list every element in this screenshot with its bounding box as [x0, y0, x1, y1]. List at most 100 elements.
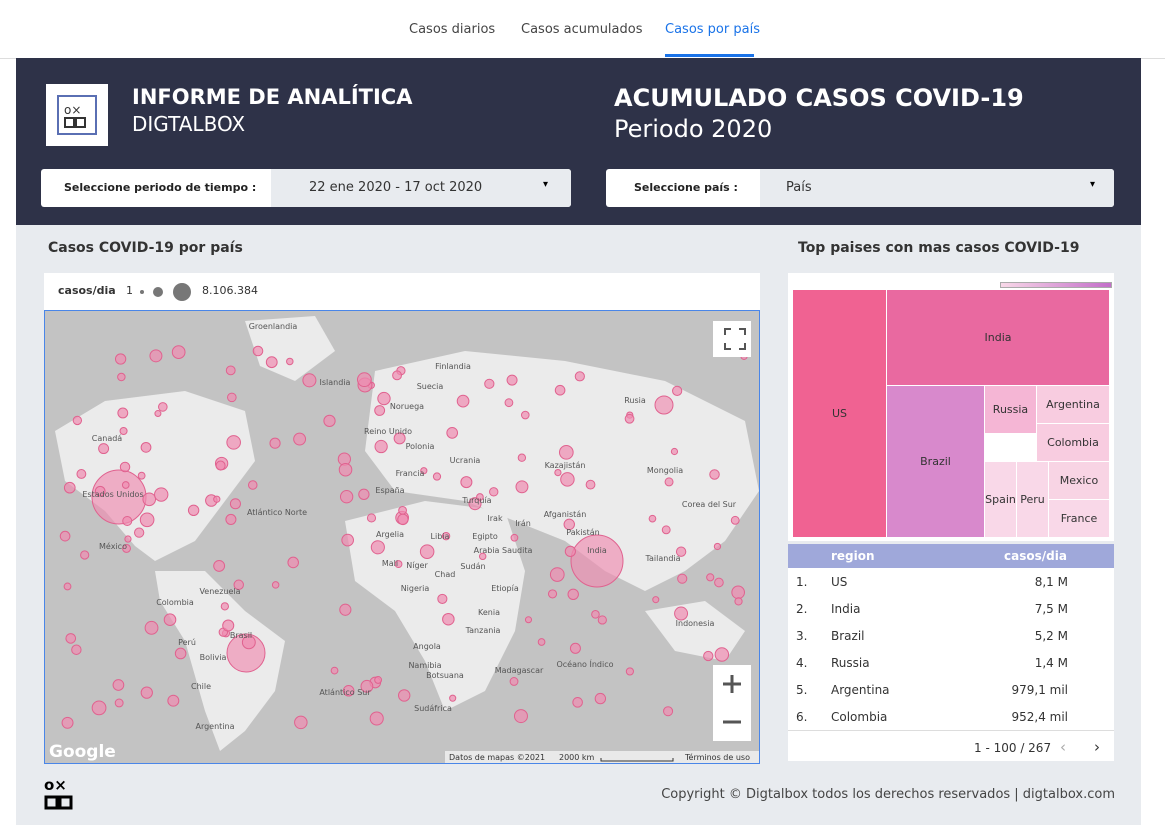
bubble — [674, 606, 689, 621]
bubble — [137, 471, 146, 480]
map-label: México — [99, 541, 127, 551]
bubble — [547, 589, 558, 599]
treemap-cell[interactable]: Spain — [984, 461, 1017, 538]
bubble — [569, 642, 581, 654]
treemap-cell[interactable]: US — [792, 289, 887, 538]
bubble — [356, 372, 372, 388]
bubble — [567, 588, 579, 601]
bubble — [709, 469, 720, 480]
footer-logo: o× — [44, 778, 73, 810]
row-index: 3. — [796, 629, 808, 643]
logo: o× — [46, 84, 108, 146]
tab-active[interactable]: Casos por país — [665, 22, 760, 37]
map-label: Kenia — [478, 608, 500, 617]
bubble — [71, 644, 82, 655]
map-label: Namibia — [408, 661, 441, 670]
treemap-cell[interactable]: Colombia — [1036, 423, 1110, 462]
bubble — [563, 518, 575, 531]
map-label: Argelia — [376, 530, 404, 539]
treemap-cell[interactable]: Peru — [1016, 461, 1049, 538]
treemap-label: Brazil — [920, 455, 951, 468]
bubble — [227, 392, 237, 403]
map[interactable]: Groenlandia Islandia Finlandia Suecia Norueg… — [44, 310, 760, 764]
color-scale — [1000, 282, 1112, 288]
row-region: India — [831, 602, 861, 616]
map-legend: casos/dia 1 8.106.384 — [44, 273, 760, 310]
row-value: 952,4 mil — [1011, 710, 1068, 724]
bubble — [484, 378, 495, 389]
treemap-cell[interactable]: India — [886, 289, 1110, 386]
bubble — [149, 349, 163, 363]
fullscreen-button[interactable] — [713, 321, 751, 357]
bubble — [65, 633, 77, 644]
report-period: Periodo 2020 — [614, 115, 773, 143]
bubble — [265, 356, 278, 369]
filter-field: País ▾ — [760, 169, 1114, 207]
filter-value: País — [786, 180, 812, 195]
bubble — [549, 567, 565, 582]
logo-icon: o× — [57, 95, 97, 135]
treemap-cell[interactable]: Russia — [984, 385, 1037, 434]
date-filter[interactable]: Seleccione periodo de tiempo : 22 ene 20… — [41, 169, 571, 207]
treemap-cell[interactable]: Argentina — [1036, 385, 1110, 424]
prev-page[interactable]: ‹ — [1060, 738, 1066, 756]
map-label: Angola — [413, 642, 441, 651]
bubble — [369, 711, 384, 726]
map-label: Afganistán — [544, 510, 587, 519]
bubble — [358, 488, 370, 500]
bubble — [72, 415, 83, 426]
legend-max: 8.106.384 — [202, 284, 258, 297]
map-label: Turquía — [461, 496, 491, 505]
next-page[interactable]: › — [1094, 738, 1100, 756]
bubble — [517, 453, 527, 462]
map-label: Chile — [191, 682, 211, 691]
row-index: 4. — [796, 656, 808, 670]
bubble — [664, 477, 674, 487]
bubble — [675, 546, 687, 557]
bubble — [342, 684, 355, 697]
tab[interactable]: Casos acumulados — [521, 22, 643, 37]
bubble — [392, 370, 402, 381]
map-label: Estados Unidos — [82, 490, 143, 499]
bubble — [213, 559, 226, 572]
row-value: 979,1 mil — [1011, 683, 1068, 697]
bubble — [225, 513, 237, 525]
map-label: Madagascar — [495, 666, 544, 675]
bubble — [252, 345, 264, 357]
bubble — [339, 490, 354, 504]
tab[interactable]: Casos diarios — [409, 22, 496, 37]
map-label: Etiopía — [491, 584, 519, 593]
treemap-label: India — [984, 331, 1012, 344]
scale: 2000 km — [559, 753, 595, 762]
bubble — [229, 498, 241, 510]
bubble — [213, 495, 221, 503]
bubble — [731, 585, 745, 600]
fullscreen-icon — [724, 328, 746, 350]
filter-field: 22 ene 2020 - 17 oct 2020 ▾ — [271, 169, 571, 207]
treemap-label: Spain — [985, 493, 1016, 506]
bubble — [63, 481, 76, 494]
map-label: España — [375, 486, 404, 495]
terms[interactable]: Términos de uso — [684, 752, 750, 762]
dropdown-arrow: ▾ — [543, 179, 549, 190]
map-label: Egipto — [472, 532, 498, 541]
map-label: Reino Unido — [364, 427, 412, 436]
bubble — [122, 544, 131, 553]
bubble — [661, 525, 671, 535]
column-header[interactable]: casos/dia — [1004, 549, 1067, 563]
table: region casos/dia 1 - 100 / 267 ‹ › 1. US 8… — [788, 544, 1114, 761]
treemap-cell[interactable]: France — [1048, 499, 1110, 538]
treemap-cell[interactable]: Mexico — [1048, 461, 1110, 500]
map-label: Irak — [487, 514, 503, 523]
bubble — [442, 612, 455, 626]
treemap: US India Brazil Russia Argentina Colombia Mexi… — [788, 273, 1114, 541]
bubble — [432, 472, 442, 481]
column-header[interactable]: region — [831, 549, 875, 563]
country-filter[interactable]: Seleccione país : País ▾ — [606, 169, 1114, 207]
row-index: 1. — [796, 575, 808, 589]
map-label: Atlántico Norte — [247, 508, 307, 517]
treemap-cell[interactable]: Brazil — [886, 385, 985, 538]
bubble — [119, 461, 131, 473]
bubble — [154, 410, 162, 418]
table-row: 4. Russia 1,4 M — [788, 649, 1114, 677]
